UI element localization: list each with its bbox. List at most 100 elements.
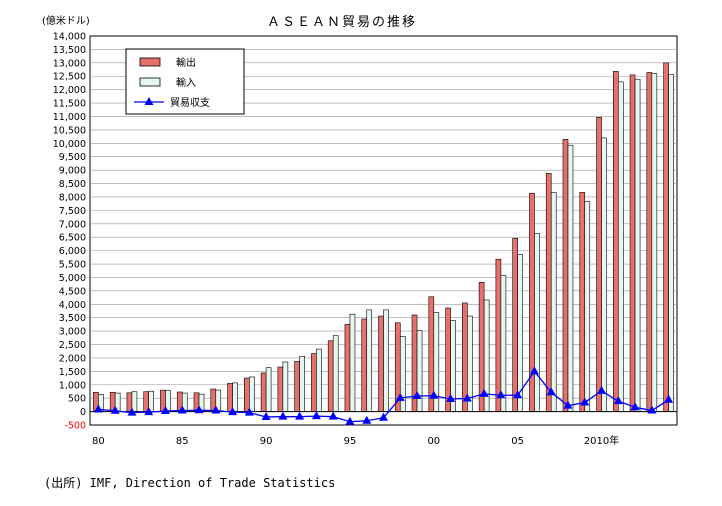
bar-imports	[131, 391, 138, 412]
y-tick-label: 8,500	[59, 179, 86, 190]
y-tick-label: 2,500	[59, 340, 86, 351]
balance-point	[379, 412, 388, 421]
bar-exports	[244, 377, 250, 412]
bar-imports	[282, 361, 289, 412]
bar-exports	[529, 192, 535, 412]
bar-imports	[299, 356, 305, 412]
balance-line-series	[93, 366, 674, 425]
balance-point	[362, 415, 372, 424]
bar-imports	[500, 275, 507, 412]
bar-imports	[232, 382, 238, 412]
bar-imports	[332, 335, 339, 412]
balance-point	[597, 385, 607, 394]
y-tick-label: 8,000	[59, 192, 86, 203]
bar-imports	[416, 330, 423, 412]
bar-imports	[265, 367, 272, 412]
balance-point	[529, 366, 539, 375]
y-tick-label: 3,500	[59, 313, 86, 324]
balance-point	[110, 405, 120, 414]
y-axis-tick-labels: -500 0 500 1,000 1,500 2,000 2,500 3,000 3,500 4,…	[53, 32, 86, 432]
bar-imports	[534, 233, 540, 412]
x-tick-label: 95	[344, 436, 357, 447]
bar-imports	[316, 348, 322, 412]
balance-point	[295, 411, 305, 420]
bar-exports	[495, 258, 502, 412]
x-tick-label: 80	[92, 436, 105, 447]
bar-exports	[629, 74, 636, 412]
bar-imports	[584, 201, 591, 412]
y-tick-label: 1,500	[59, 367, 86, 378]
bar-imports	[617, 81, 624, 412]
balance-point	[412, 391, 422, 400]
bar-exports	[344, 324, 351, 412]
balance-point	[429, 390, 439, 399]
bar-exports	[361, 318, 368, 412]
bar-exports	[562, 138, 569, 412]
legend: 輸出 輸入 貿易収支	[125, 48, 245, 115]
balance-point	[261, 411, 271, 420]
x-tick-label: 2010年	[584, 434, 619, 447]
balance-point	[144, 407, 154, 416]
balance-point	[211, 405, 221, 414]
y-tick-label: 6,000	[59, 246, 86, 257]
x-tick-label: 05	[511, 436, 524, 447]
x-tick-label: 90	[260, 436, 273, 447]
x-tick-label: 00	[427, 436, 440, 447]
bar-exports	[227, 383, 233, 412]
y-axis-unit-label: (億米ドル)	[42, 14, 90, 27]
bar-exports	[612, 71, 619, 412]
legend-label-imports: 輸入	[176, 76, 196, 89]
y-tick-label: 7,500	[59, 206, 86, 217]
bar-exports	[545, 173, 552, 412]
legend-swatch-imports	[139, 77, 161, 87]
y-tick-label: 9,500	[59, 152, 86, 163]
y-tick-label: 13,000	[53, 58, 86, 69]
bars	[93, 62, 674, 412]
y-tick-label: 5,000	[59, 273, 86, 284]
balance-point	[613, 396, 623, 405]
bar-exports	[126, 392, 133, 412]
y-tick-label: 12,500	[53, 72, 86, 83]
bar-imports	[601, 137, 607, 412]
y-tick-label: 5,500	[59, 260, 86, 271]
bar-exports	[378, 315, 384, 412]
y-tick-label: 7,000	[59, 219, 86, 230]
y-tick-label: 6,500	[59, 233, 86, 244]
y-tick-label: 10,500	[53, 125, 86, 136]
bar-imports	[349, 313, 356, 412]
y-tick-label: 13,500	[53, 45, 86, 56]
balance-point	[228, 407, 238, 416]
balance-point	[244, 407, 254, 416]
balance-point	[278, 411, 288, 420]
y-tick-label: 1,000	[59, 380, 86, 391]
balance-point	[127, 407, 137, 416]
x-axis-tick-labels: 80 85 90 95 00 05 2010年	[92, 434, 619, 447]
bar-exports	[311, 353, 317, 412]
balance-point	[395, 392, 405, 401]
legend-marker-balance	[144, 97, 154, 105]
balance-point	[328, 411, 338, 420]
balance-point	[563, 400, 573, 409]
bar-imports	[651, 73, 658, 412]
y-tick-label: -500	[64, 421, 86, 432]
balance-point	[496, 390, 506, 399]
balance-point	[194, 405, 204, 414]
y-tick-label: 500	[68, 394, 86, 405]
bar-imports	[668, 74, 674, 412]
y-tick-label: 3,000	[59, 327, 86, 338]
legend-swatch-exports	[139, 57, 161, 67]
y-tick-label: 10,000	[53, 139, 86, 150]
legend-label-balance: 貿易収支	[170, 97, 210, 109]
bar-imports	[550, 192, 557, 412]
balance-point	[311, 411, 321, 420]
bar-exports	[579, 192, 586, 412]
legend-label-exports: 輸出	[176, 56, 196, 69]
balance-point	[479, 388, 489, 397]
balance-point	[546, 387, 556, 396]
bar-imports	[567, 144, 574, 412]
y-tick-label: 4,500	[59, 286, 86, 297]
bar-exports	[260, 372, 267, 412]
y-tick-label: 9,000	[59, 166, 86, 177]
chart-title: ＡＳＥＡＮ貿易の推移	[267, 15, 417, 30]
